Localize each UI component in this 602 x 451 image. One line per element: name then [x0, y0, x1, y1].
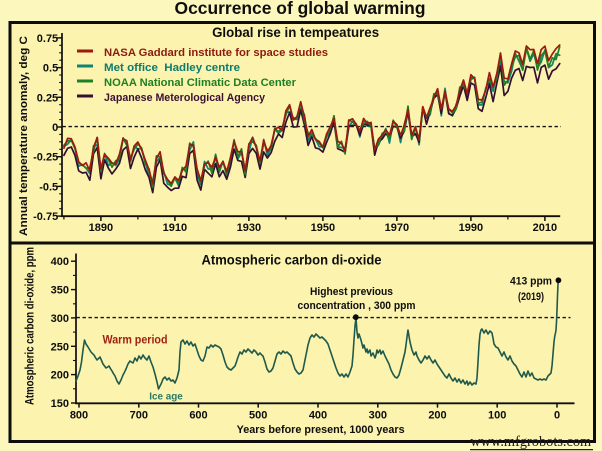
svg-text:1890: 1890 [89, 222, 113, 234]
svg-text:0.25: 0.25 [37, 92, 58, 104]
svg-text:Met office Hadley centre: Met office Hadley centre [104, 62, 240, 74]
svg-text:250: 250 [51, 341, 69, 353]
svg-text:Atmospheric carbon di-oxide, p: Atmospheric carbon di-oxide, ppm [23, 247, 37, 405]
svg-text:-0.75: -0.75 [33, 211, 58, 223]
svg-text:0.5: 0.5 [43, 63, 58, 75]
svg-text:1930: 1930 [237, 222, 261, 234]
svg-text:Global rise in tempeatures: Global rise in tempeatures [212, 25, 379, 40]
svg-text:Years before present, 1000 yea: Years before present, 1000 years [237, 424, 405, 436]
svg-text:0.75: 0.75 [37, 33, 58, 45]
svg-text:700: 700 [130, 410, 148, 422]
svg-text:0: 0 [52, 122, 58, 134]
svg-text:1910: 1910 [163, 222, 187, 234]
svg-text:200: 200 [428, 410, 446, 422]
svg-text:Annual temperature anomaly, de: Annual temperature anomaly, deg C [18, 36, 30, 236]
svg-text:concentration , 300 ppm: concentration , 300 ppm [298, 300, 416, 312]
svg-text:-0.5: -0.5 [39, 181, 58, 193]
svg-text:200: 200 [51, 370, 69, 382]
svg-text:Occurrence of global warming: Occurrence of global warming [175, 0, 426, 18]
svg-text:Warm period: Warm period [103, 333, 168, 347]
svg-text:100: 100 [488, 410, 506, 422]
svg-text:2010: 2010 [533, 222, 557, 234]
svg-text:1950: 1950 [311, 222, 335, 234]
svg-text:NOAA National Climatic Data Ce: NOAA National Climatic Data Center [104, 77, 297, 89]
svg-text:300: 300 [369, 410, 387, 422]
svg-text:800: 800 [70, 410, 88, 422]
svg-text:413 ppm: 413 ppm [510, 276, 552, 288]
svg-text:350: 350 [51, 285, 69, 297]
svg-text:Atmospheric carbon di-oxide: Atmospheric carbon di-oxide [202, 253, 382, 268]
svg-text:Highest previous: Highest previous [310, 286, 393, 298]
svg-text:500: 500 [249, 410, 267, 422]
svg-text:150: 150 [51, 398, 69, 410]
svg-text:300: 300 [51, 313, 69, 325]
svg-text:(2019): (2019) [518, 291, 544, 303]
svg-text:Japanese Meterological Agency: Japanese Meterological Agency [104, 92, 266, 104]
svg-text:600: 600 [189, 410, 207, 422]
svg-text:400: 400 [51, 256, 69, 268]
svg-text:1990: 1990 [459, 222, 483, 234]
svg-text:Ice age: Ice age [149, 392, 183, 403]
svg-text:NASA Gaddard institute for spa: NASA Gaddard institute for space studies [104, 47, 328, 59]
svg-text:400: 400 [309, 410, 327, 422]
svg-text:-0.25: -0.25 [33, 152, 58, 164]
svg-text:1970: 1970 [385, 222, 409, 234]
svg-text:0: 0 [554, 410, 560, 422]
svg-text:www.mfgrobots.com: www.mfgrobots.com [470, 434, 591, 450]
